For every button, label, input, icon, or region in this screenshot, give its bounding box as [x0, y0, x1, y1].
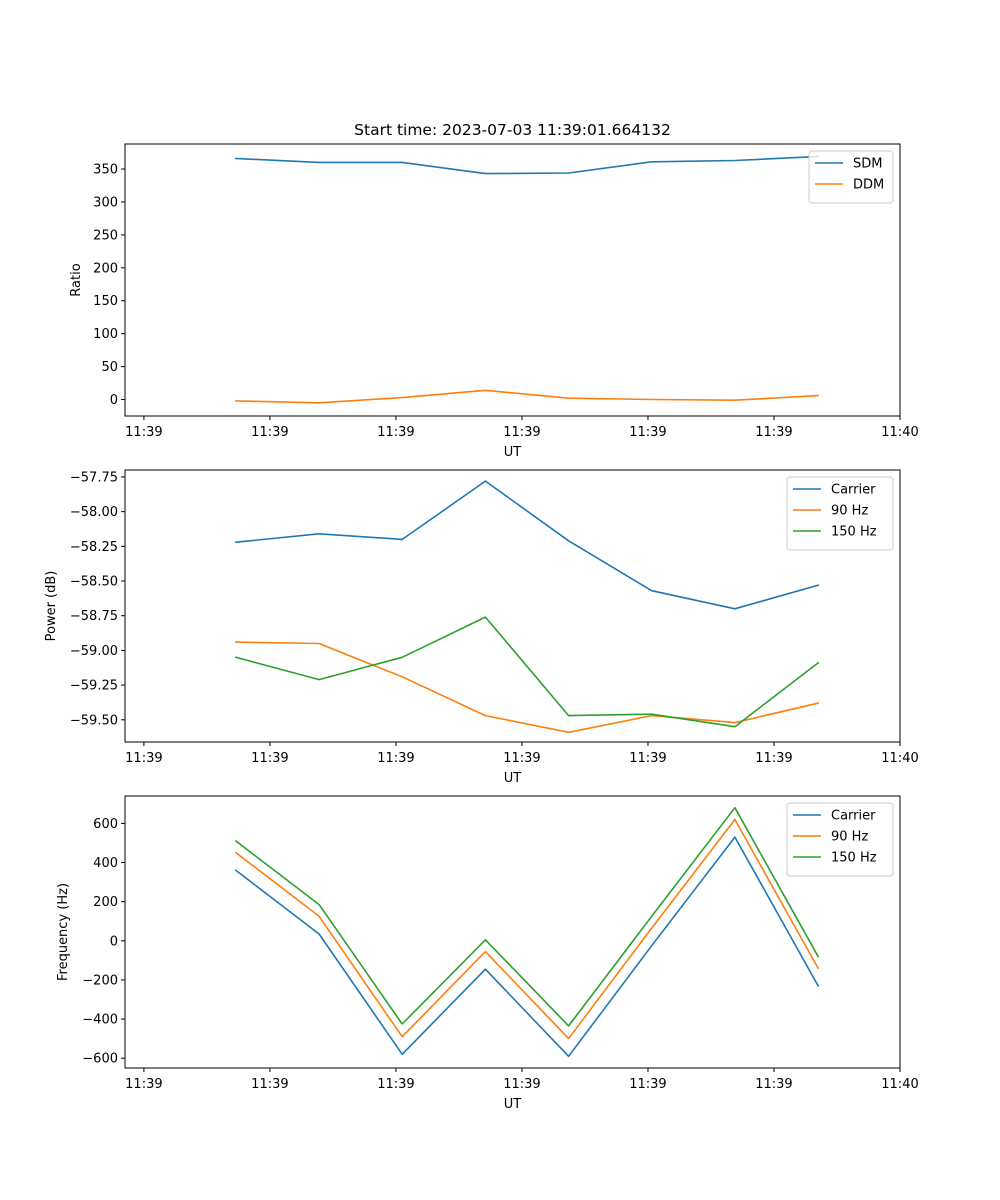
y-tick-label: 400: [93, 856, 118, 871]
plot-area: [125, 144, 900, 416]
y-tick-label: −200: [82, 973, 118, 988]
legend-box: [808, 150, 894, 204]
legend-label: 150 Hz: [831, 525, 877, 540]
y-tick-label: −59.25: [70, 679, 118, 694]
series-line-90-hz: [235, 641, 820, 734]
x-tick-label: 11:39: [755, 751, 792, 766]
series-line-sdm: [235, 155, 819, 175]
x-axis-label: UT: [504, 1097, 522, 1112]
y-tick-label: −59.50: [70, 713, 118, 728]
y-axis-label: Power (dB): [44, 571, 59, 642]
x-tick-label: 11:39: [125, 1077, 162, 1092]
series-line-90-hz: [234, 818, 820, 1040]
x-tick-label: 11:39: [125, 425, 162, 440]
series-line-ddm: [235, 389, 819, 404]
series-line-carrier: [234, 836, 820, 1058]
chart-title: Start time: 2023-07-03 11:39:01.664132: [354, 121, 671, 139]
legend-label: DDM: [853, 178, 884, 193]
y-tick-label: −58.50: [70, 575, 118, 590]
y-tick-label: 200: [93, 895, 118, 910]
x-tick-label: 11:40: [881, 751, 918, 766]
y-tick-label: 200: [93, 261, 118, 276]
y-tick-label: −600: [82, 1052, 118, 1067]
axes-frame: [124, 795, 901, 1069]
x-tick-label: 11:39: [629, 425, 666, 440]
legend-label: 150 Hz: [831, 851, 877, 866]
legend-label: Carrier: [831, 483, 876, 498]
x-tick-label: 11:40: [881, 1077, 918, 1092]
axes-frame: [124, 143, 901, 417]
x-tick-label: 11:39: [755, 425, 792, 440]
y-tick-label: 0: [110, 934, 118, 949]
x-tick-label: 11:39: [503, 751, 540, 766]
y-tick-label: 250: [93, 228, 118, 243]
y-tick-label: 350: [93, 163, 118, 178]
y-tick-label: 100: [93, 327, 118, 342]
x-axis-label: UT: [504, 771, 522, 786]
legend-label: SDM: [853, 157, 882, 172]
x-tick-label: 11:39: [125, 751, 162, 766]
y-axis-label: Frequency (Hz): [56, 883, 71, 981]
plot-area: [125, 796, 900, 1068]
y-tick-label: 600: [93, 817, 118, 832]
frequency-panel: UT Frequency (Hz) 11:39 11:39 11:39 11:39 11…: [56, 795, 919, 1112]
y-tick-label: 50: [101, 360, 118, 375]
y-tick-label: 150: [93, 294, 118, 309]
y-tick-label: −57.75: [70, 470, 118, 485]
y-tick-label: −58.00: [70, 505, 118, 520]
x-tick-label: 11:39: [629, 751, 666, 766]
series-line-150-hz: [234, 616, 820, 728]
series-line-carrier: [235, 480, 820, 610]
y-tick-label: 300: [93, 195, 118, 210]
x-tick-label: 11:39: [377, 751, 414, 766]
plot-area: [125, 470, 900, 742]
x-axis-label: UT: [504, 445, 522, 460]
x-tick-label: 11:39: [251, 1077, 288, 1092]
x-tick-label: 11:39: [377, 1077, 414, 1092]
legend-label: 90 Hz: [831, 504, 868, 519]
y-tick-label: −400: [82, 1013, 118, 1028]
legend-label: Carrier: [831, 809, 876, 824]
ratio-panel: Start time: 2023-07-03 11:39:01.664132 U…: [69, 121, 919, 460]
x-tick-label: 11:40: [881, 425, 918, 440]
y-tick-label: −58.75: [70, 609, 118, 624]
y-tick-label: −58.25: [70, 540, 118, 555]
legend-label: 90 Hz: [831, 830, 868, 845]
axes-frame: [124, 469, 901, 743]
series-line-150-hz: [234, 806, 820, 1027]
x-tick-label: 11:39: [251, 751, 288, 766]
x-tick-label: 11:39: [251, 425, 288, 440]
x-tick-label: 11:39: [629, 1077, 666, 1092]
x-tick-label: 11:39: [377, 425, 414, 440]
x-tick-label: 11:39: [755, 1077, 792, 1092]
y-tick-label: −59.00: [70, 644, 118, 659]
y-tick-label: 0: [110, 393, 118, 408]
x-tick-label: 11:39: [503, 425, 540, 440]
y-axis-label: Ratio: [69, 263, 84, 296]
x-tick-label: 11:39: [503, 1077, 540, 1092]
power-panel: UT Power (dB) 11:39 11:39 11:39 11:39 11:39 1…: [44, 469, 919, 786]
